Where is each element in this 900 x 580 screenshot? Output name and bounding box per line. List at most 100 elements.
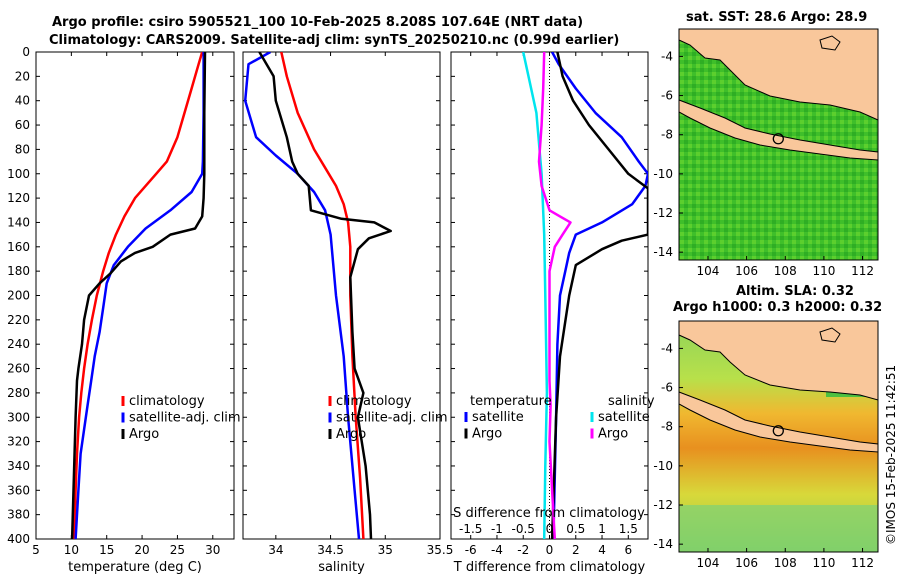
diff-line-sal-satellite <box>521 52 549 539</box>
main-title-line2: Climatology: CARS2009. Satellite-adj cli… <box>49 33 620 48</box>
legend-label: satellite-adj. clim <box>336 411 448 426</box>
x-tick-label: 4 <box>598 543 606 557</box>
legend-label: Argo <box>129 427 159 442</box>
map-x-tick-label: 110 <box>812 556 835 570</box>
x-tick-label: 34 <box>268 543 283 557</box>
map-x-tick-label: 104 <box>697 556 720 570</box>
y-tick-label: 140 <box>7 215 30 229</box>
map-y-tick-label: -6 <box>661 89 673 103</box>
temperature-line-argo <box>70 52 207 539</box>
y-tick-label: 220 <box>7 313 30 327</box>
legend-label: Argo <box>598 427 628 442</box>
diff-line-temp-argo <box>550 52 648 539</box>
x-tick-label: 2 <box>572 543 580 557</box>
y-tick-label: 380 <box>7 508 30 522</box>
x-tick-label: 6 <box>624 543 632 557</box>
x-axis-label: salinity <box>318 560 365 575</box>
x2-tick-label: 1.5 <box>619 522 638 536</box>
y-tick-label: 300 <box>7 410 30 424</box>
x-tick-label: 30 <box>205 543 220 557</box>
map-y-tick-label: -4 <box>661 49 673 63</box>
legend-label: Argo <box>336 427 366 442</box>
sst-map-axes: 104 106 108 110 112 -4 -6 -8 -10 -12 -14 <box>653 49 874 278</box>
plot-area <box>242 51 441 540</box>
y-tick-label: 60 <box>15 118 30 132</box>
map-y-tick-label: -14 <box>653 245 673 259</box>
salinity-line-argo <box>258 52 392 539</box>
temperature-line-climatology <box>72 52 204 539</box>
argo-location-marker <box>772 425 784 437</box>
y-tick-label: 20 <box>15 69 30 83</box>
map-x-tick-label: 106 <box>735 264 758 278</box>
map-y-tick-label: -12 <box>653 498 673 512</box>
y-tick-label: 240 <box>7 337 30 351</box>
y-tick-label: 260 <box>7 362 30 376</box>
x-tick-label: 35.5 <box>427 543 454 557</box>
y-tick-label: 360 <box>7 483 30 497</box>
legend-label: climatology <box>129 394 205 409</box>
x-tick-label: -4 <box>491 543 503 557</box>
x2-axis-label: S difference from climatology <box>453 506 645 521</box>
x-tick-label: -6 <box>465 543 477 557</box>
plot-area <box>35 51 235 540</box>
map-y-tick-label: -14 <box>653 537 673 551</box>
difference-panel: -6 -4 -2 0 2 4 6 T difference from climatology S… <box>450 51 655 575</box>
sst-map-title: sat. SST: 28.6 Argo: 28.9 <box>686 10 868 25</box>
salinity-panel: 34 34.5 35 35.5 salinity climatology satellite… <box>242 51 454 575</box>
salinity-line-satellite <box>243 52 361 539</box>
x-axis-label: temperature (deg C) <box>68 560 202 575</box>
legend-heading-temperature: temperature <box>470 394 552 409</box>
y-tick-label: 400 <box>7 532 30 546</box>
land-island <box>819 35 841 51</box>
sla-map-title-line1: Altim. SLA: 0.32 <box>736 284 854 299</box>
legend-label: satellite <box>598 410 650 425</box>
x-axis-label: T difference from climatology <box>453 560 646 575</box>
land-island <box>819 327 841 343</box>
y-tick-label: 160 <box>7 240 30 254</box>
x-tick-label: 5 <box>32 543 40 557</box>
y-tick-label: 340 <box>7 459 30 473</box>
x2-tick-label: 1 <box>598 522 606 536</box>
x2-tick-label: -1.5 <box>459 522 482 536</box>
y-tick-label: 320 <box>7 435 30 449</box>
x2-tick-label: 0.5 <box>566 522 585 536</box>
temperature-line-satellite <box>74 52 205 539</box>
map-x-tick-label: 104 <box>697 264 720 278</box>
y-tick-label: 40 <box>15 94 30 108</box>
y-tick-label: 100 <box>7 167 30 181</box>
sla-south-band <box>679 505 878 552</box>
map-x-tick-label: 112 <box>851 264 874 278</box>
y-tick-label: 180 <box>7 264 30 278</box>
sla-map-axes: 104 106 108 110 112 -4 -6 -8 -10 -12 -14 <box>653 341 874 570</box>
x-tick-label: -2 <box>517 543 529 557</box>
map-x-tick-label: 108 <box>774 264 797 278</box>
map-x-tick-label: 110 <box>812 264 835 278</box>
sst-map-frame <box>678 28 879 261</box>
x2-tick-label: -1 <box>491 522 503 536</box>
sla-map-title-line2: Argo h1000: 0.3 h2000: 0.32 <box>673 300 883 315</box>
main-title-line1: Argo profile: csiro 5905521_100 10-Feb-2… <box>52 15 584 30</box>
legend-label: satellite-adj. clim <box>129 411 241 426</box>
x-tick-label: 25 <box>170 543 185 557</box>
diff-line-temp-satellite <box>551 52 648 539</box>
land-java-north <box>678 28 879 121</box>
x-tick-label: 15 <box>99 543 114 557</box>
x-tick-label: 35 <box>378 543 393 557</box>
y-tick-label: 80 <box>15 142 30 156</box>
y-tick-label: 200 <box>7 289 30 303</box>
map-x-tick-label: 112 <box>851 556 874 570</box>
legend-label: Argo <box>472 427 502 442</box>
sla-map-frame <box>678 320 879 553</box>
salinity-series <box>243 52 392 539</box>
map-y-tick-label: -10 <box>653 459 673 473</box>
legend-heading-salinity: salinity <box>608 394 655 409</box>
map-y-tick-label: -8 <box>661 420 673 434</box>
argo-location-marker <box>772 133 784 145</box>
diff-line-sal-argo <box>537 52 572 539</box>
legend-label: satellite <box>472 410 524 425</box>
map-x-tick-label: 106 <box>735 556 758 570</box>
legend-label: climatology <box>336 394 412 409</box>
temperature-panel: 0 20 40 60 80 100 120 140 160 180 200 220 240 260 280 3… <box>7 45 241 575</box>
temperature-series <box>70 52 207 539</box>
